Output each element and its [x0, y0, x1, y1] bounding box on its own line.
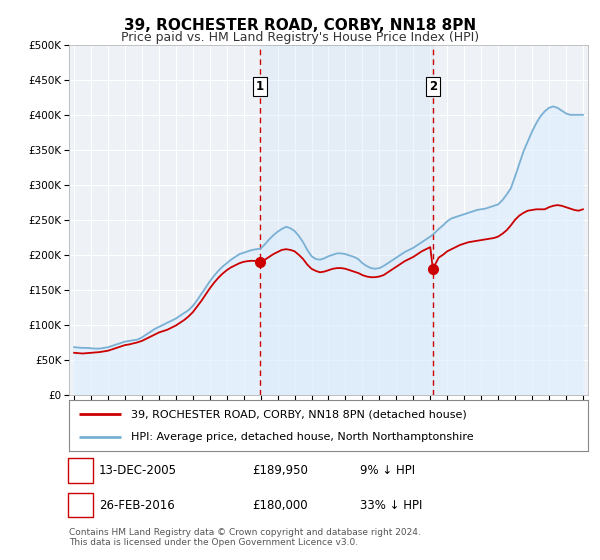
Text: 9% ↓ HPI: 9% ↓ HPI	[360, 464, 415, 477]
Text: 1: 1	[256, 80, 264, 94]
Text: 2: 2	[429, 80, 437, 94]
Text: HPI: Average price, detached house, North Northamptonshire: HPI: Average price, detached house, Nort…	[131, 432, 474, 442]
Text: 13-DEC-2005: 13-DEC-2005	[99, 464, 177, 477]
Text: 26-FEB-2016: 26-FEB-2016	[99, 498, 175, 512]
Text: Contains HM Land Registry data © Crown copyright and database right 2024.
This d: Contains HM Land Registry data © Crown c…	[69, 528, 421, 547]
Text: 39, ROCHESTER ROAD, CORBY, NN18 8PN (detached house): 39, ROCHESTER ROAD, CORBY, NN18 8PN (det…	[131, 409, 467, 419]
Text: 33% ↓ HPI: 33% ↓ HPI	[360, 498, 422, 512]
Text: 2: 2	[76, 498, 85, 512]
Text: Price paid vs. HM Land Registry's House Price Index (HPI): Price paid vs. HM Land Registry's House …	[121, 31, 479, 44]
Text: £189,950: £189,950	[252, 464, 308, 477]
Text: 39, ROCHESTER ROAD, CORBY, NN18 8PN: 39, ROCHESTER ROAD, CORBY, NN18 8PN	[124, 18, 476, 33]
Text: 1: 1	[76, 464, 85, 477]
Text: £180,000: £180,000	[252, 498, 308, 512]
Bar	[260, 45, 433, 395]
